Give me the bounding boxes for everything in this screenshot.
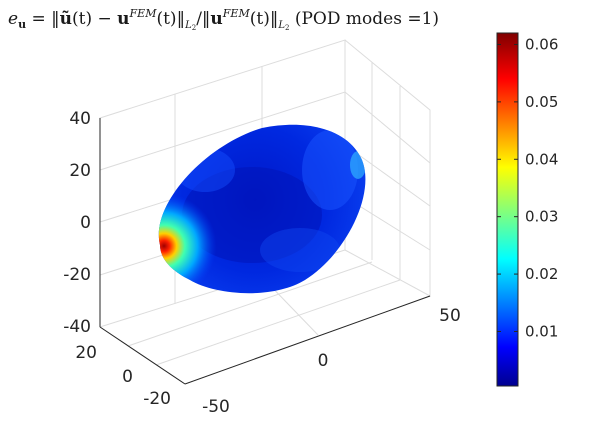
axes [99,118,431,385]
colorbar-tick-label: 0.01 [525,322,558,340]
colorbar-tick-label: 0.05 [525,93,558,111]
colorbar-tick-label: 0.06 [525,35,558,53]
colorbar-tick-label: 0.04 [525,150,558,168]
y-tick-label: 0 [122,367,133,387]
x-tick-label: 0 [318,351,329,371]
colorbar: 0.06 0.05 0.04 0.03 0.02 0.01 [496,32,558,387]
x-tick-label: -50 [202,397,230,417]
z-axis-ticks: 40 20 0 -20 -40 [63,109,91,337]
y-axis-ticks: 20 0 -20 [75,343,171,409]
colorbar-tick-label: 0.02 [525,265,558,283]
colorbar-ticks: 0.06 0.05 0.04 0.03 0.02 0.01 [497,35,558,340]
z-tick-label: 40 [69,109,91,129]
colorbar-tick-label: 0.03 [525,208,558,226]
z-tick-label: -20 [63,265,91,285]
y-tick-label: 20 [75,343,97,363]
y-tick-label: -20 [143,389,171,409]
chart-title: eu = ‖ũ(t) − uFEM(t)‖L2/‖uFEM(t)‖L2 (POD… [8,7,439,32]
z-tick-label: 0 [80,213,91,233]
ellipsoid-surface [158,124,366,294]
x-tick-label: 50 [439,306,461,326]
z-tick-label: 20 [69,161,91,181]
colorbar-gradient [496,32,519,387]
x-axis-ticks: -50 0 50 [202,306,461,417]
z-tick-label: -40 [63,317,91,337]
